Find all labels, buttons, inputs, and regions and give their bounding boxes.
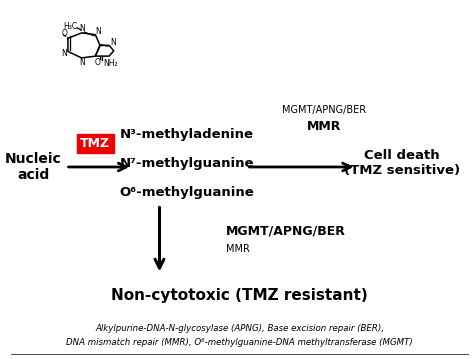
Text: O⁶-methylguanine: O⁶-methylguanine: [119, 186, 255, 199]
Text: N³-methyladenine: N³-methyladenine: [120, 128, 254, 141]
Text: O: O: [95, 58, 100, 67]
Text: MMR: MMR: [307, 120, 341, 133]
Text: O: O: [61, 29, 67, 38]
Text: Cell death
(TMZ sensitive): Cell death (TMZ sensitive): [344, 149, 460, 177]
Text: NH₂: NH₂: [103, 59, 118, 68]
Text: Non-cytotoxic (TMZ resistant): Non-cytotoxic (TMZ resistant): [111, 288, 368, 303]
Text: DNA mismatch repair (MMR), O⁶-methylguanine-DNA methyltransferase (MGMT): DNA mismatch repair (MMR), O⁶-methylguan…: [66, 338, 413, 347]
Text: N: N: [62, 49, 67, 58]
Text: N: N: [79, 24, 84, 33]
Text: N: N: [110, 38, 116, 47]
Text: MGMT/APNG/BER: MGMT/APNG/BER: [282, 105, 366, 115]
Text: MGMT/APNG/BER: MGMT/APNG/BER: [226, 225, 346, 238]
Text: Alkylpurine-DNA-N-glycosylase (APNG), Base excision repair (BER),: Alkylpurine-DNA-N-glycosylase (APNG), Ba…: [95, 325, 384, 334]
Text: Nucleic
acid: Nucleic acid: [5, 152, 62, 182]
Text: N: N: [95, 27, 100, 36]
Text: N⁷-methylguanine: N⁷-methylguanine: [120, 157, 254, 170]
Text: H₃C: H₃C: [63, 22, 77, 31]
Text: MMR: MMR: [226, 244, 250, 254]
Text: N: N: [79, 58, 84, 67]
Text: TMZ: TMZ: [80, 137, 110, 150]
